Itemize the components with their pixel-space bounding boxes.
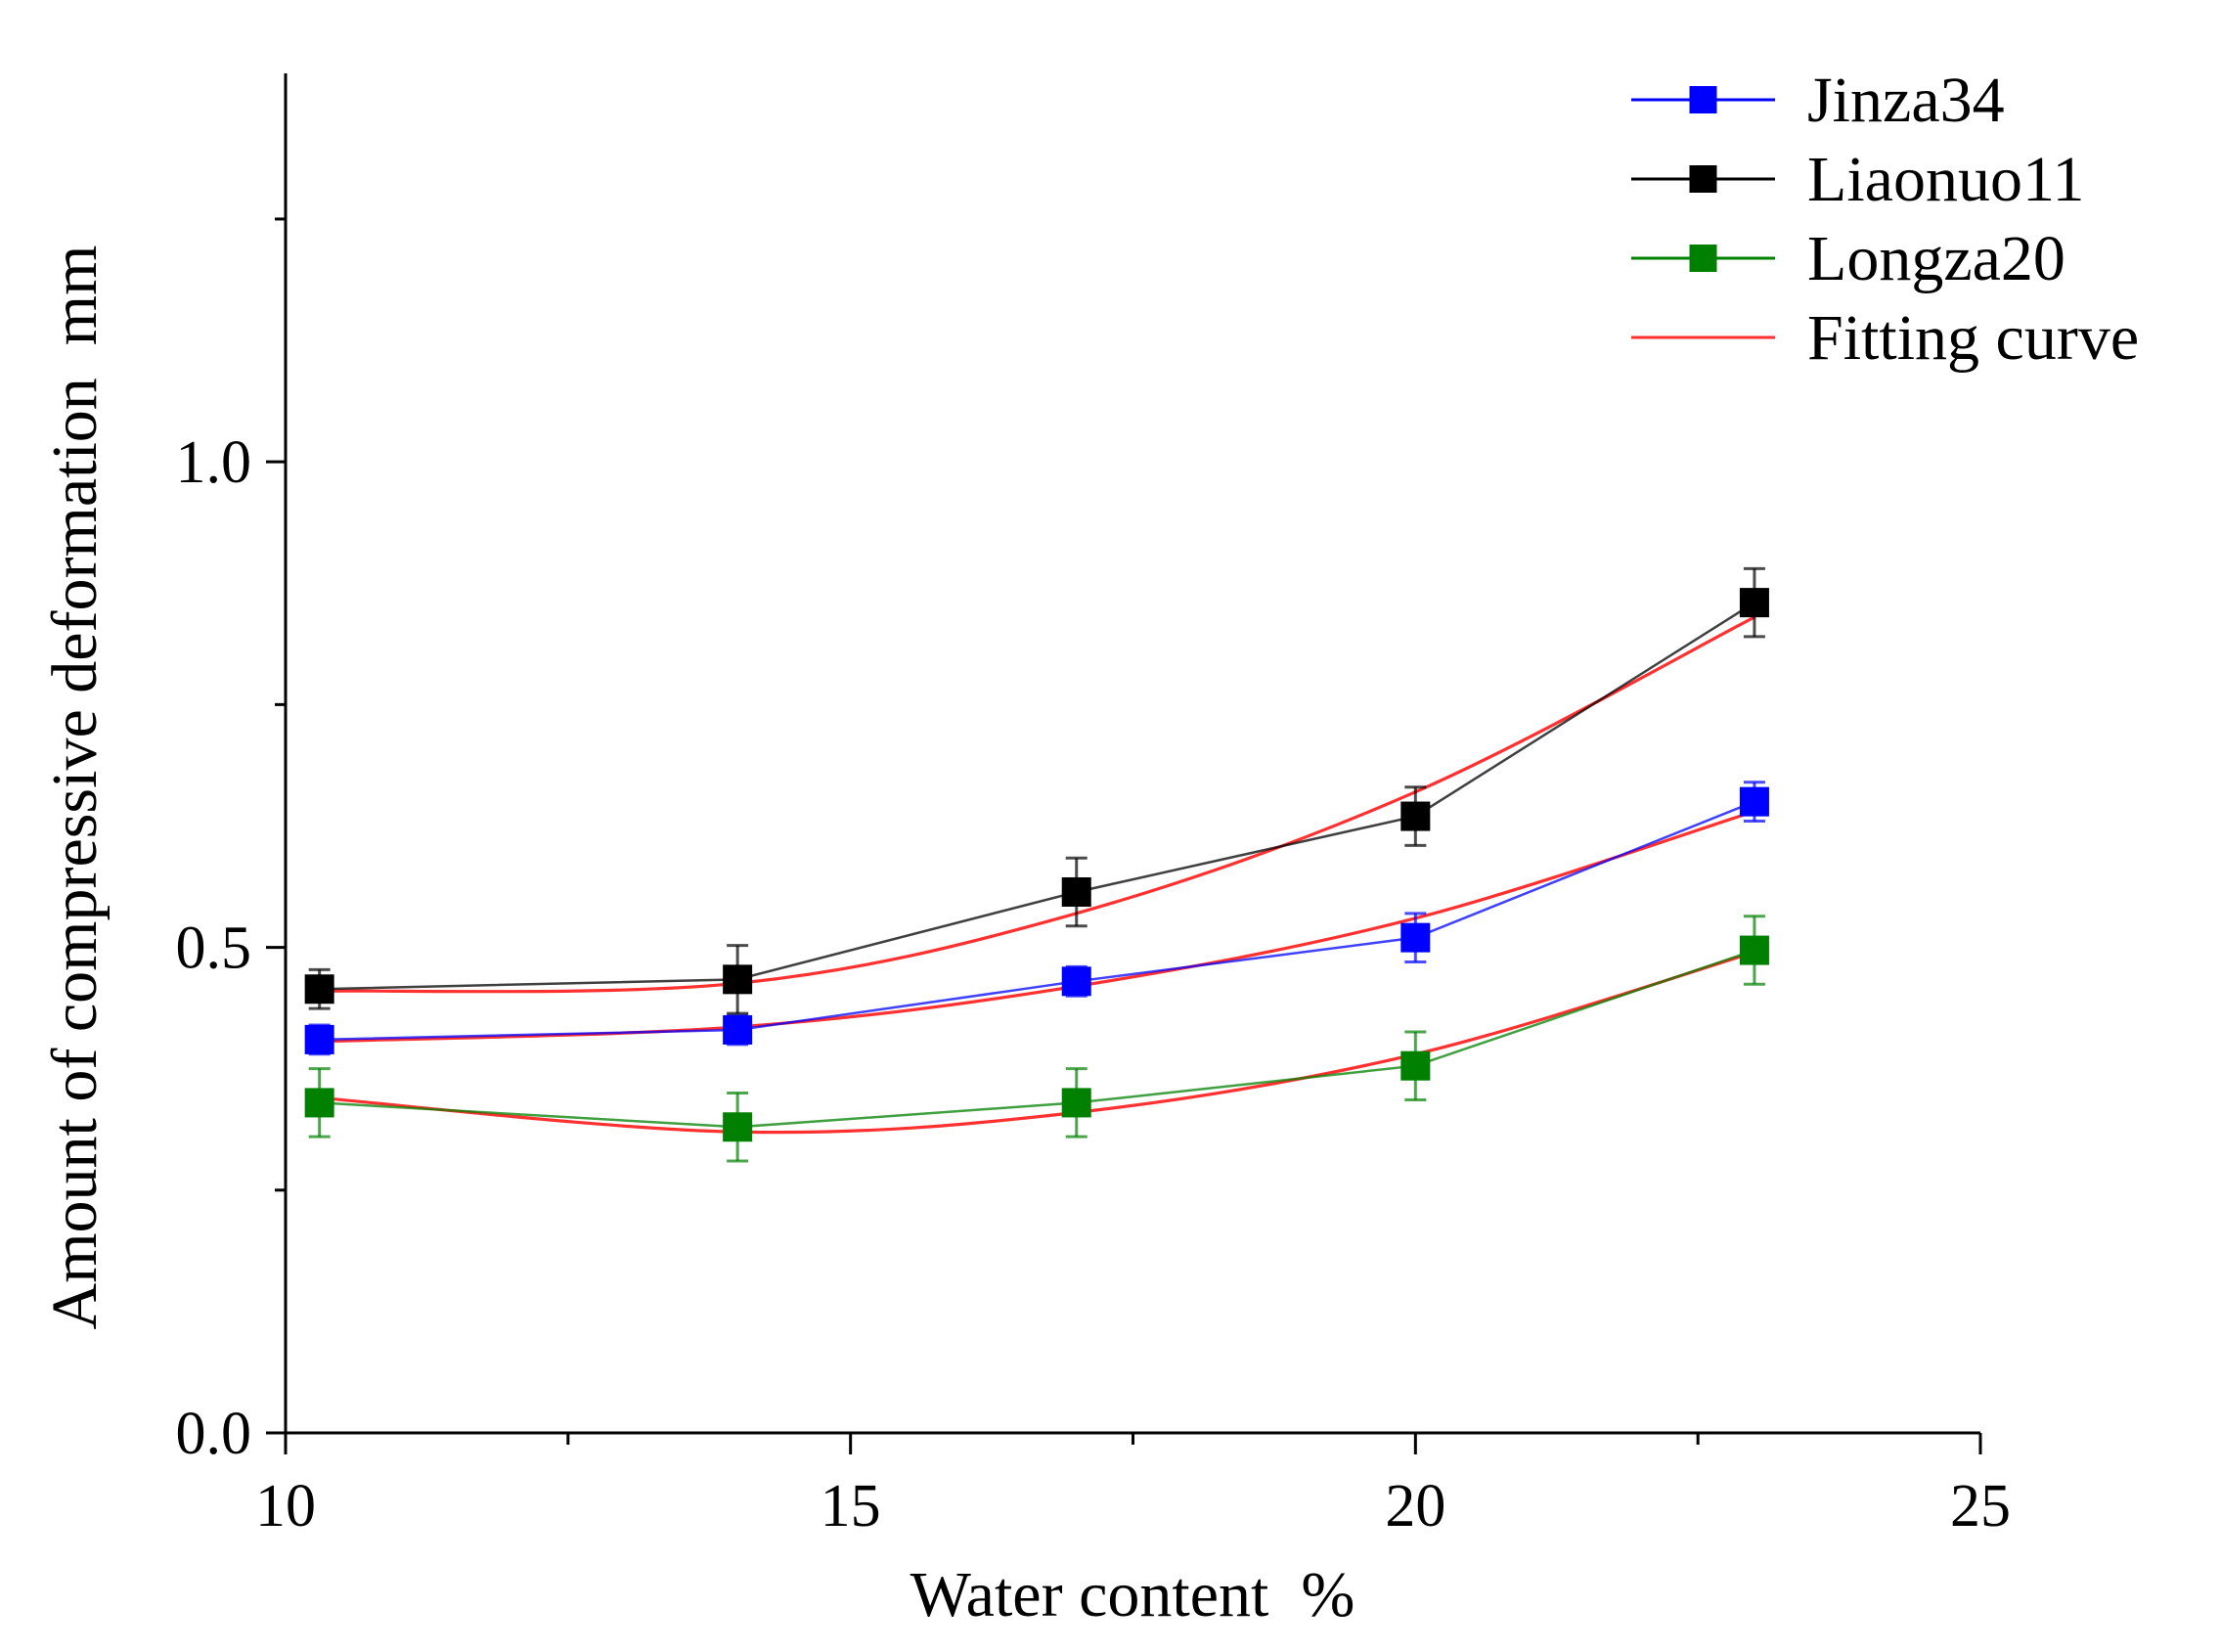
- legend-marker: [1689, 245, 1717, 272]
- marker-liaonuo11: [1061, 876, 1091, 907]
- legend-label: Liaonuo11: [1807, 144, 2085, 215]
- x-tick-label: 25: [1950, 1473, 2011, 1540]
- marker-longza20: [723, 1112, 753, 1142]
- y-axis-title: Amount of compressive deformation mm: [39, 246, 111, 1330]
- legend-marker: [1689, 86, 1717, 113]
- fitting-curves: [319, 615, 1755, 1135]
- marker-jinza34: [1061, 966, 1091, 997]
- marker-jinza34: [1739, 786, 1769, 817]
- series-line-jinza34: [319, 800, 1755, 1042]
- x-tick-label: 10: [255, 1473, 316, 1540]
- marker-jinza34: [723, 1014, 753, 1045]
- marker-liaonuo11: [723, 964, 753, 995]
- legend: Jinza34 Liaonuo11 Longza20 Fitting curve: [1631, 65, 2139, 374]
- marker-longza20: [304, 1088, 334, 1118]
- axes: [284, 73, 1980, 1435]
- marker-liaonuo11: [1739, 588, 1769, 618]
- data-series: [304, 566, 1769, 1163]
- legend-label: Fitting curve: [1807, 302, 2139, 374]
- marker-longza20: [1400, 1050, 1431, 1081]
- series-line-liaonuo11: [319, 602, 1755, 991]
- marker-jinza34: [304, 1024, 334, 1054]
- legend-label: Jinza34: [1807, 65, 2005, 136]
- marker-longza20: [1061, 1088, 1091, 1118]
- marker-liaonuo11: [1400, 801, 1431, 831]
- fitting-curve-liaonuo11: [319, 615, 1755, 994]
- y-tick-label: 1.0: [176, 429, 252, 496]
- fitting-curve-jinza34: [319, 810, 1755, 1044]
- marker-jinza34: [1400, 922, 1431, 953]
- tick-labels: 10 15 20 25 0.0 0.5 1.0: [176, 429, 2012, 1540]
- marker-longza20: [1739, 935, 1769, 965]
- y-tick-label: 0.0: [176, 1401, 252, 1467]
- marker-liaonuo11: [304, 974, 334, 1005]
- x-tick-label: 20: [1385, 1473, 1445, 1540]
- x-tick-label: 15: [821, 1473, 881, 1540]
- y-tick-label: 0.5: [176, 915, 252, 982]
- series-line-longza20: [319, 949, 1755, 1129]
- x-axis-title: Water content %: [910, 1559, 1355, 1630]
- legend-marker: [1689, 165, 1717, 193]
- ticks: [266, 217, 1982, 1454]
- legend-label: Longza20: [1807, 223, 2065, 294]
